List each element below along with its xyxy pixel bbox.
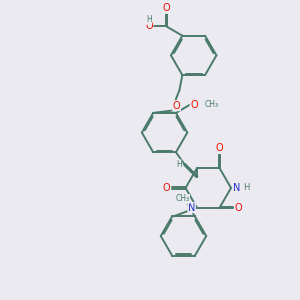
Text: H: H bbox=[243, 183, 249, 192]
Text: O: O bbox=[163, 3, 170, 13]
Text: O: O bbox=[190, 100, 198, 110]
Text: O: O bbox=[163, 183, 170, 193]
Text: N: N bbox=[188, 202, 195, 213]
Text: O: O bbox=[173, 100, 180, 111]
Text: O: O bbox=[235, 202, 242, 213]
Text: CH₃: CH₃ bbox=[176, 194, 190, 203]
Text: H: H bbox=[146, 15, 152, 24]
Text: N: N bbox=[232, 183, 240, 193]
Text: O: O bbox=[145, 21, 153, 32]
Text: H: H bbox=[176, 160, 182, 169]
Text: O: O bbox=[216, 143, 224, 153]
Text: CH₃: CH₃ bbox=[205, 100, 219, 109]
